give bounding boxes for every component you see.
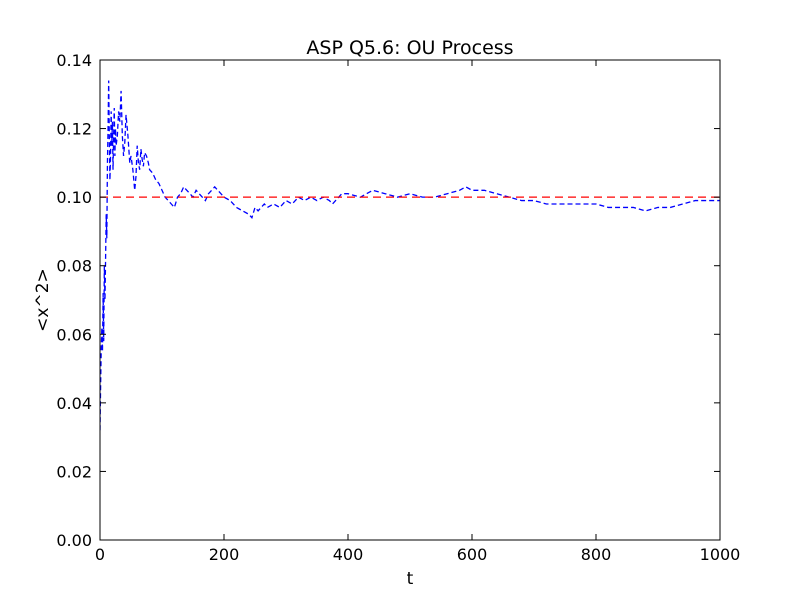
y-tick-label: 0.04 — [56, 394, 92, 413]
x-tick-label: 0 — [95, 545, 105, 564]
x-tick-label: 1000 — [700, 545, 741, 564]
chart-title: ASP Q5.6: OU Process — [306, 37, 513, 59]
y-tick-label: 0.00 — [56, 531, 92, 550]
y-axis-label: <x^2> — [33, 268, 53, 332]
y-tick-label: 0.12 — [56, 120, 92, 139]
x-tick-label: 400 — [333, 545, 364, 564]
x-tick-label: 600 — [457, 545, 488, 564]
y-tick-label: 0.14 — [56, 51, 92, 70]
plot-frame — [99, 59, 721, 541]
y-tick-label: 0.02 — [56, 462, 92, 481]
y-tick-label: 0.06 — [56, 325, 92, 344]
y-tick-label: 0.08 — [56, 257, 92, 276]
y-tick-label: 0.10 — [56, 188, 92, 207]
series-line-x2-mean — [100, 80, 720, 431]
x-tick-label: 800 — [581, 545, 612, 564]
x-axis-label: t — [407, 569, 414, 589]
x-tick-label: 200 — [209, 545, 240, 564]
